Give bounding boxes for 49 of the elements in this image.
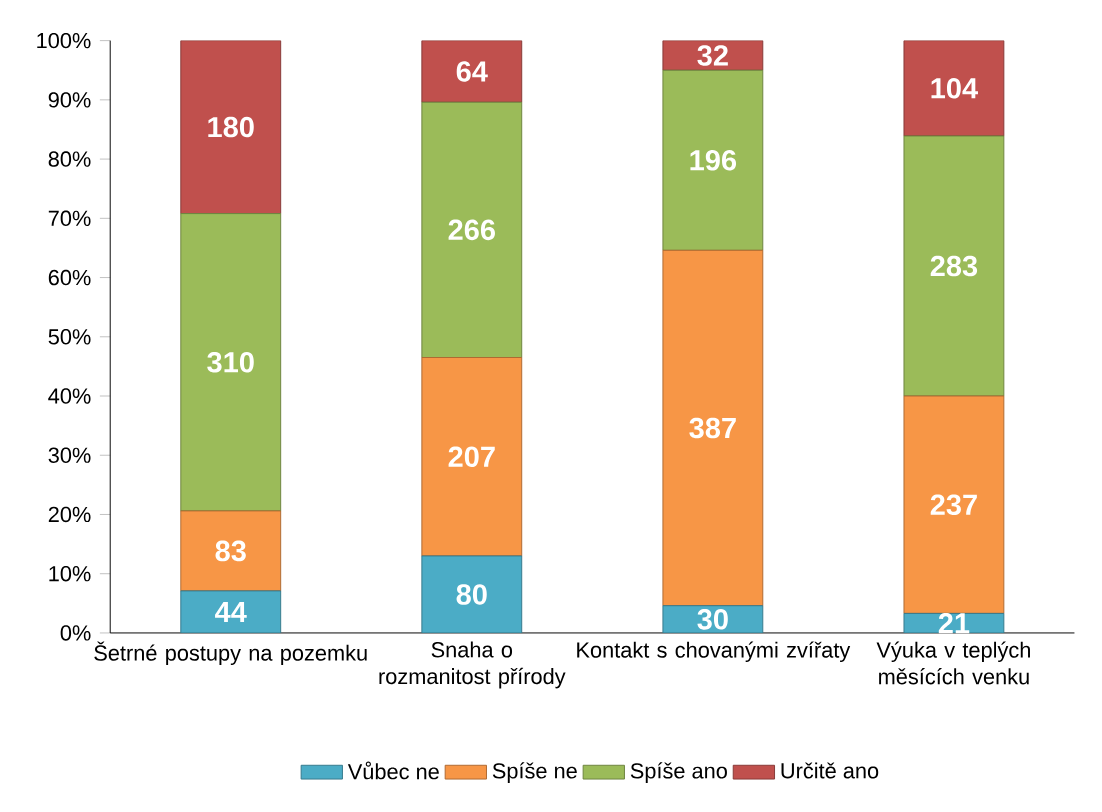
annotation: 237 (930, 494, 977, 516)
bar (662, 69, 764, 251)
bar (421, 555, 523, 633)
annotation: 104 (931, 78, 978, 99)
bar (421, 40, 523, 103)
y-tick-label: 90% (48, 92, 91, 108)
y-tick-label: 70% (48, 210, 91, 227)
bar (180, 510, 282, 592)
x-tick-label: Výuka v teplých měsících venku (876, 641, 1030, 685)
annotation: 32 (697, 45, 728, 66)
annotation: 207 (448, 446, 495, 467)
annotation: 21 (938, 613, 970, 634)
bar (421, 101, 523, 358)
y-tick-label: 80% (48, 151, 91, 167)
annotation: 30 (697, 609, 728, 630)
y-tick-label: 0% (60, 625, 91, 641)
x-tick-label: Šetrné postupy na pozemku (94, 641, 367, 666)
annotation: 64 (456, 61, 488, 82)
y-tick-label: 100% (37, 32, 91, 49)
legend-label: Spíše ano (630, 762, 727, 783)
bar (180, 590, 282, 633)
annotation: 44 (215, 601, 247, 622)
bar (903, 40, 1005, 137)
legend-label: Spíše ne (492, 762, 577, 783)
x-tick-label: Kontakt s chovanými zvířaty (577, 641, 851, 663)
y-tick-label: 50% (48, 329, 91, 345)
y-tick-label: 60% (48, 269, 91, 286)
bar (903, 395, 1005, 614)
annotation: 266 (448, 219, 495, 241)
bar (662, 249, 764, 607)
bar (662, 605, 764, 633)
annotation: 83 (215, 540, 246, 562)
y-tick-label: 20% (48, 506, 91, 523)
annotation: 180 (208, 116, 254, 138)
legend-label: Určitě ano (781, 762, 879, 779)
bar (180, 213, 282, 512)
annotation: 310 (207, 351, 254, 373)
annotation: 196 (690, 149, 737, 171)
annotation: 283 (930, 255, 978, 277)
annotation: 80 (456, 584, 487, 605)
bar (421, 357, 523, 557)
annotation: 387 (689, 417, 736, 439)
y-tick-label: 10% (49, 565, 91, 582)
legend-label: Vůbec ne (347, 761, 439, 780)
bar (180, 40, 282, 215)
x-tick-label: Snaha o rozmanitost přírody (379, 641, 566, 689)
y-tick-label: 30% (48, 447, 91, 463)
bar (903, 135, 1005, 397)
y-tick-label: 40% (48, 388, 91, 404)
